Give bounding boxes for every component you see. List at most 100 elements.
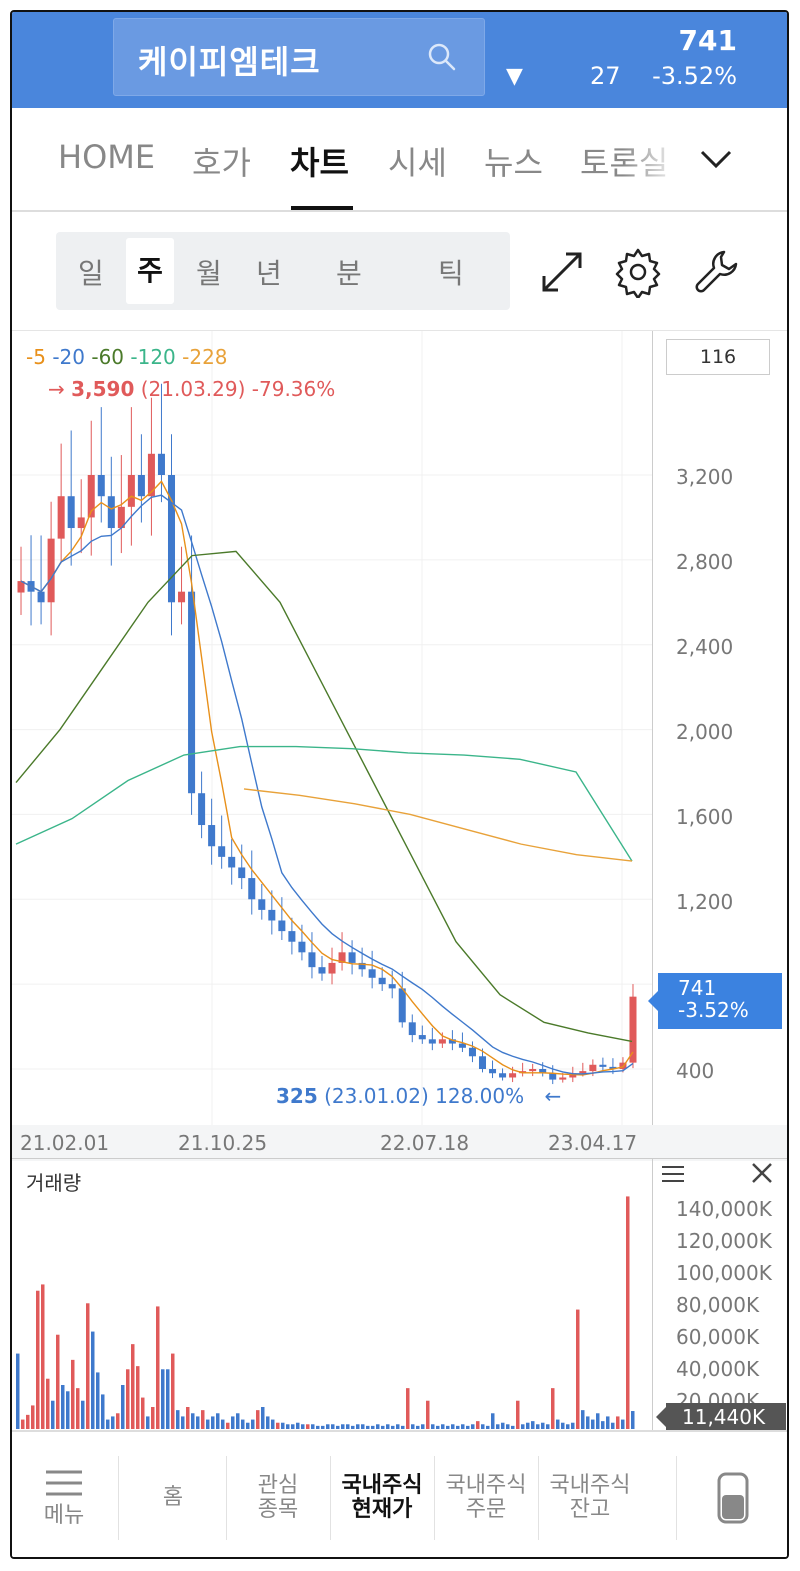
nav-menu[interactable]: 메뉴 (12, 1432, 116, 1557)
period-week[interactable]: 주 (126, 238, 174, 304)
ma-228-line (243, 788, 633, 862)
volume-bar (596, 1413, 600, 1429)
hamburger-icon[interactable] (660, 1163, 686, 1185)
nav-separator (118, 1456, 119, 1540)
nav-current-price[interactable]: 국내주식 현재가 (341, 1472, 423, 1522)
vol-tick: 140,000K (676, 1197, 772, 1221)
gear-icon[interactable] (612, 246, 664, 298)
min-price-marker: 325 (23.01.02) 128.00% ← (276, 1084, 561, 1108)
candle-body (529, 1069, 537, 1072)
volume-bar (306, 1424, 310, 1429)
volume-bar (186, 1407, 190, 1429)
candle-body (37, 591, 45, 603)
period-month[interactable]: 월 (196, 257, 222, 290)
search-icon[interactable] (426, 41, 458, 73)
volume-bar (406, 1388, 410, 1429)
tab-bar: HOME 호가 차트 시세 뉴스 토론실 (12, 108, 787, 212)
nav-menu-label: 메뉴 (43, 1502, 85, 1528)
ma-228-legend[interactable]: -228 (182, 345, 228, 369)
volume-bar (516, 1400, 520, 1429)
ma-5-legend[interactable]: -5 (26, 345, 46, 369)
volume-bar (146, 1416, 150, 1429)
volume-bar (531, 1421, 535, 1429)
candlestick-chart[interactable] (12, 331, 652, 1161)
volume-bar (21, 1419, 25, 1429)
volume-bar (551, 1388, 555, 1429)
candle-body (87, 475, 95, 518)
tab-home[interactable]: HOME (58, 138, 156, 176)
volume-bar (311, 1424, 315, 1429)
vol-tick: 100,000K (676, 1261, 772, 1285)
candle-body (318, 967, 326, 974)
nav-order[interactable]: 국내주식 주문 (445, 1472, 527, 1522)
period-year[interactable]: 년 (256, 257, 282, 290)
tab-news[interactable]: 뉴스 (484, 144, 543, 182)
ma-60-legend[interactable]: -60 (91, 345, 125, 369)
candle-body (609, 1066, 617, 1069)
volume-bar (131, 1344, 135, 1429)
volume-bar (56, 1334, 60, 1429)
ma-legend: -5 -20 -60 -120 -228 (26, 345, 228, 369)
volume-bar (356, 1424, 360, 1429)
volume-bar (481, 1424, 485, 1429)
volume-bars[interactable] (12, 1159, 652, 1431)
candle-body (288, 931, 296, 942)
volume-bar (476, 1421, 480, 1429)
nav-phone[interactable] (678, 1432, 787, 1557)
volume-bar (156, 1306, 160, 1429)
period-day[interactable]: 일 (78, 257, 104, 290)
candle-count-box[interactable]: 116 (666, 339, 770, 375)
volume-bar (576, 1309, 580, 1429)
expand-arrows-icon[interactable] (536, 246, 588, 298)
volume-bar (421, 1424, 425, 1429)
volume-bar (236, 1413, 240, 1429)
hamburger-menu-icon (46, 1470, 82, 1495)
tab-chart[interactable]: 차트 (290, 144, 349, 182)
ma-120-legend[interactable]: -120 (130, 345, 176, 369)
volume-bar (126, 1369, 130, 1429)
stock-search-box[interactable]: 케이피엠테크 (113, 18, 485, 96)
volume-bar (526, 1422, 530, 1429)
volume-chart[interactable]: 거래량 140,000K 120,000K 100,000K 80,000K 6… (12, 1158, 787, 1431)
wrench-icon[interactable] (690, 246, 742, 298)
price-chart[interactable]: -5 -20 -60 -120 -228 → 3,590 (21.03.29) … (12, 330, 787, 1161)
flag-price: 741 (678, 976, 717, 1000)
period-tick[interactable]: 틱 (438, 257, 464, 290)
tab-hoga[interactable]: 호가 (192, 144, 251, 182)
volume-bar (76, 1388, 80, 1429)
volume-bar (411, 1424, 415, 1429)
vol-tick: 60,000K (676, 1325, 760, 1349)
volume-bar (121, 1385, 125, 1429)
volume-bar (351, 1425, 355, 1429)
volume-bar (216, 1413, 220, 1429)
ma-20-legend[interactable]: -20 (52, 345, 85, 369)
volume-bar (101, 1394, 105, 1429)
tab-sise[interactable]: 시세 (388, 144, 447, 182)
candle-body (478, 1056, 487, 1069)
volume-bar (601, 1421, 605, 1429)
period-minute[interactable]: 분 (336, 257, 362, 290)
candle-body (378, 977, 386, 985)
close-icon[interactable] (750, 1161, 774, 1185)
ma-20-line (20, 494, 634, 1075)
volume-bar (226, 1422, 230, 1429)
candle-body (398, 988, 406, 1023)
volume-bar (456, 1425, 460, 1429)
volume-bar (431, 1424, 435, 1429)
volume-bar (346, 1424, 350, 1429)
current-price-flag: 741 -3.52% (648, 973, 782, 1029)
volume-bar (111, 1416, 115, 1429)
volume-bar (401, 1425, 405, 1429)
nav-home-label: 홈 (162, 1484, 184, 1510)
nav-separator (538, 1456, 539, 1540)
volume-bar (321, 1425, 325, 1429)
max-price-marker: → 3,590 (21.03.29) -79.36% (48, 377, 335, 401)
candle-body (589, 1064, 597, 1072)
candle-body (438, 1039, 446, 1044)
nav-home[interactable]: 홈 (120, 1432, 226, 1557)
nav-watchlist[interactable]: 관심 종목 (257, 1472, 299, 1522)
nav-balance[interactable]: 국내주식 잔고 (549, 1472, 631, 1522)
volume-bar (266, 1416, 270, 1429)
chevron-down-icon[interactable] (698, 144, 734, 174)
volume-bar (416, 1425, 420, 1429)
